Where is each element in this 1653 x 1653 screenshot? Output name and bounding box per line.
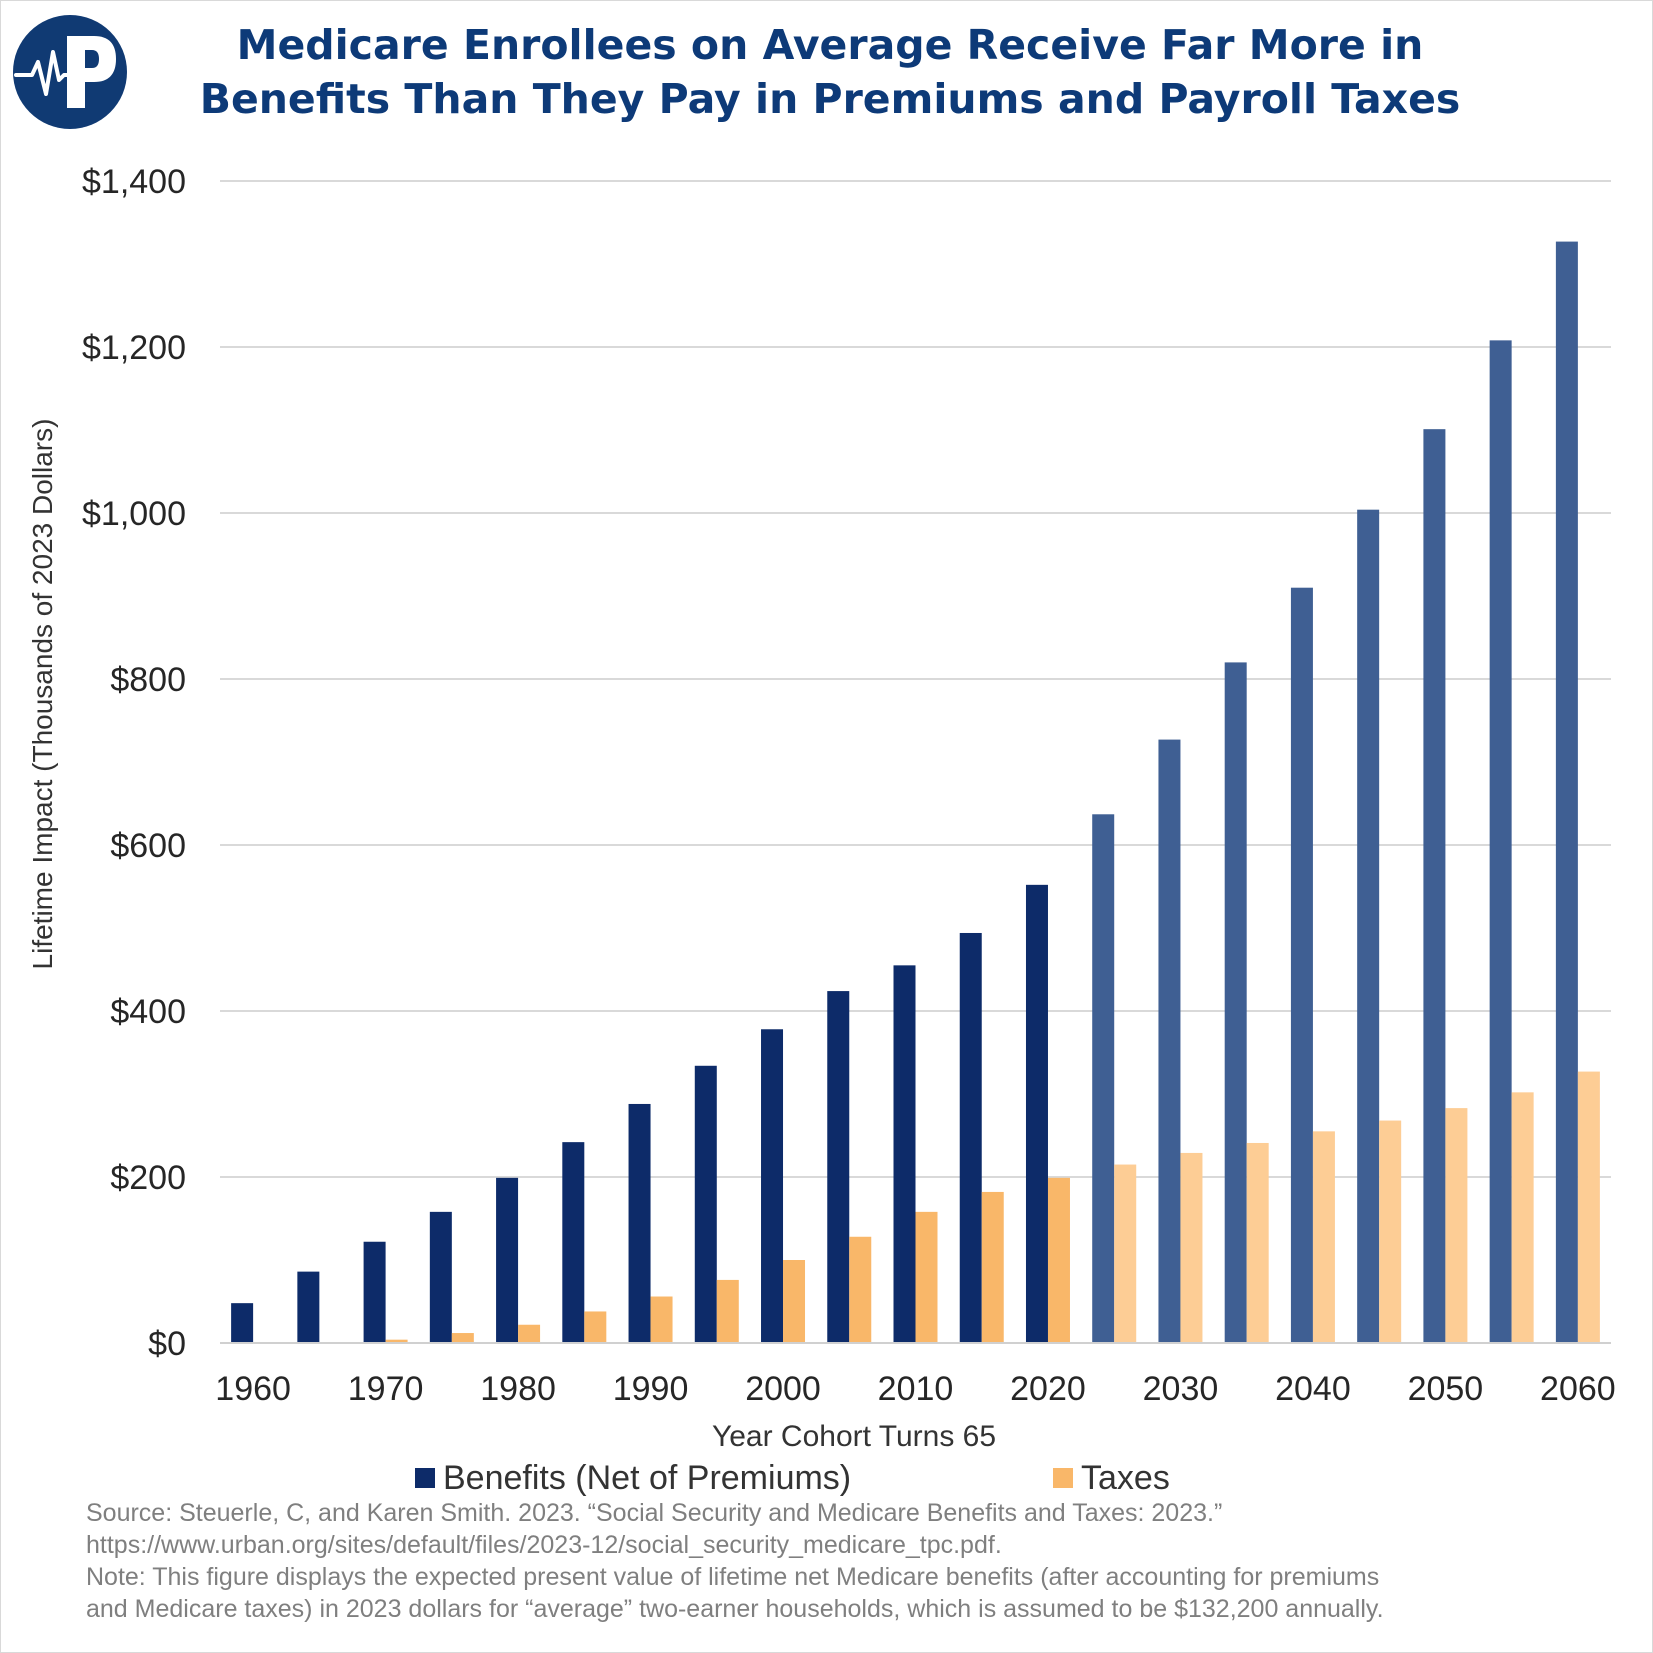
bar-benefits [297, 1271, 320, 1343]
legend-swatch-taxes [1053, 1468, 1073, 1488]
note-line-2: and Medicare taxes) in 2023 dollars for … [86, 1595, 1384, 1623]
bar-taxes [1047, 1177, 1070, 1343]
chart-title-line-2: Benefits Than They Pay in Premiums and P… [199, 75, 1461, 123]
chart-title-line-1: Medicare Enrollees on Average Receive Fa… [236, 21, 1424, 69]
x-tick-label: 2010 [878, 1370, 954, 1408]
chart-notes: Source: Steuerle, C, and Karen Smith. 20… [86, 1497, 1646, 1625]
bar-benefits [628, 1103, 651, 1343]
legend-label-benefits: Benefits (Net of Premiums) [443, 1458, 852, 1497]
logo-p-letter [67, 36, 116, 108]
x-tick-label: 2020 [1010, 1370, 1086, 1408]
y-tick-label: $600 [110, 827, 186, 865]
bar-taxes [1445, 1108, 1468, 1343]
bar-taxes [1577, 1071, 1600, 1343]
x-axis-tick-labels: 1960 1970 1980 1990 2000 2010 2020 2030 2040 2050… [215, 1370, 1615, 1408]
bar-taxes [1379, 1120, 1402, 1343]
x-tick-label: 2050 [1408, 1370, 1484, 1408]
bar-taxes [783, 1260, 806, 1343]
bar-benefits [893, 965, 916, 1343]
y-tick-label: $200 [110, 1159, 186, 1197]
x-tick-label: 2030 [1143, 1370, 1219, 1408]
x-tick-label: 1980 [480, 1370, 556, 1408]
x-axis-label: Year Cohort Turns 65 [711, 1420, 997, 1453]
bar-benefits [231, 1303, 254, 1343]
y-tick-label: $800 [110, 661, 186, 699]
bar-taxes [915, 1211, 938, 1343]
bar-taxes [849, 1236, 872, 1343]
bar-benefits [1489, 340, 1512, 1343]
bar-benefits [496, 1177, 519, 1343]
x-tick-label: 1990 [613, 1370, 689, 1408]
bar-benefits [694, 1065, 717, 1343]
y-tick-label: $1,000 [82, 495, 186, 533]
bar-benefits [1092, 814, 1115, 1343]
bar-taxes [981, 1191, 1004, 1343]
bar-benefits [761, 1029, 784, 1343]
x-tick-label: 1970 [348, 1370, 424, 1408]
bar-taxes [716, 1279, 739, 1343]
bar-benefits [562, 1142, 585, 1343]
y-tick-label: $400 [110, 993, 186, 1031]
source-line-2: https://www.urban.org/sites/default/file… [86, 1531, 1002, 1559]
note-line-1: Note: This figure displays the expected … [86, 1563, 1380, 1591]
bar-benefits [429, 1211, 452, 1343]
bar-benefits [827, 991, 850, 1343]
bar-taxes [1511, 1092, 1534, 1343]
x-tick-label: 2000 [745, 1370, 821, 1408]
bar-taxes [584, 1311, 607, 1343]
bar-taxes [518, 1324, 541, 1343]
bar-benefits [1423, 429, 1446, 1343]
bar-taxes [650, 1296, 673, 1343]
logo-heartbeat-line [14, 50, 70, 96]
x-tick-label: 2060 [1540, 1370, 1616, 1408]
heartbeat-p-logo-icon [13, 15, 127, 129]
legend-item-taxes: Taxes [1053, 1458, 1170, 1498]
bar-benefits [959, 932, 982, 1343]
x-tick-label: 1960 [215, 1370, 291, 1408]
y-axis-label: Lifetime Impact (Thousands of 2023 Dolla… [27, 418, 58, 970]
bar-taxes [1312, 1131, 1335, 1343]
legend-item-benefits: Benefits (Net of Premiums) [415, 1458, 851, 1498]
bar-benefits [363, 1241, 386, 1343]
y-axis-tick-labels: $0 $200 $400 $600 $800 $1,000 $1,200 $1,400 [82, 163, 186, 1363]
bar-benefits [1158, 739, 1181, 1343]
bar-taxes [1246, 1142, 1269, 1343]
legend-label-taxes: Taxes [1081, 1458, 1170, 1497]
x-tick-label: 2040 [1275, 1370, 1351, 1408]
bar-taxes [1114, 1164, 1137, 1343]
bar-benefits [1290, 587, 1313, 1343]
bar-benefits [1555, 241, 1578, 1344]
bar-benefits [1224, 662, 1247, 1343]
legend-swatch-benefits [415, 1468, 435, 1488]
bar-benefits [1357, 509, 1380, 1343]
bar-benefits [1025, 884, 1048, 1343]
bars [231, 241, 1600, 1344]
y-tick-label: $1,400 [82, 163, 186, 201]
bar-taxes [451, 1333, 474, 1343]
source-line-1: Source: Steuerle, C, and Karen Smith. 20… [86, 1499, 1223, 1527]
bar-taxes [1180, 1152, 1203, 1343]
bar-taxes [385, 1339, 408, 1343]
y-tick-label: $0 [148, 1325, 186, 1363]
y-tick-label: $1,200 [82, 329, 186, 367]
